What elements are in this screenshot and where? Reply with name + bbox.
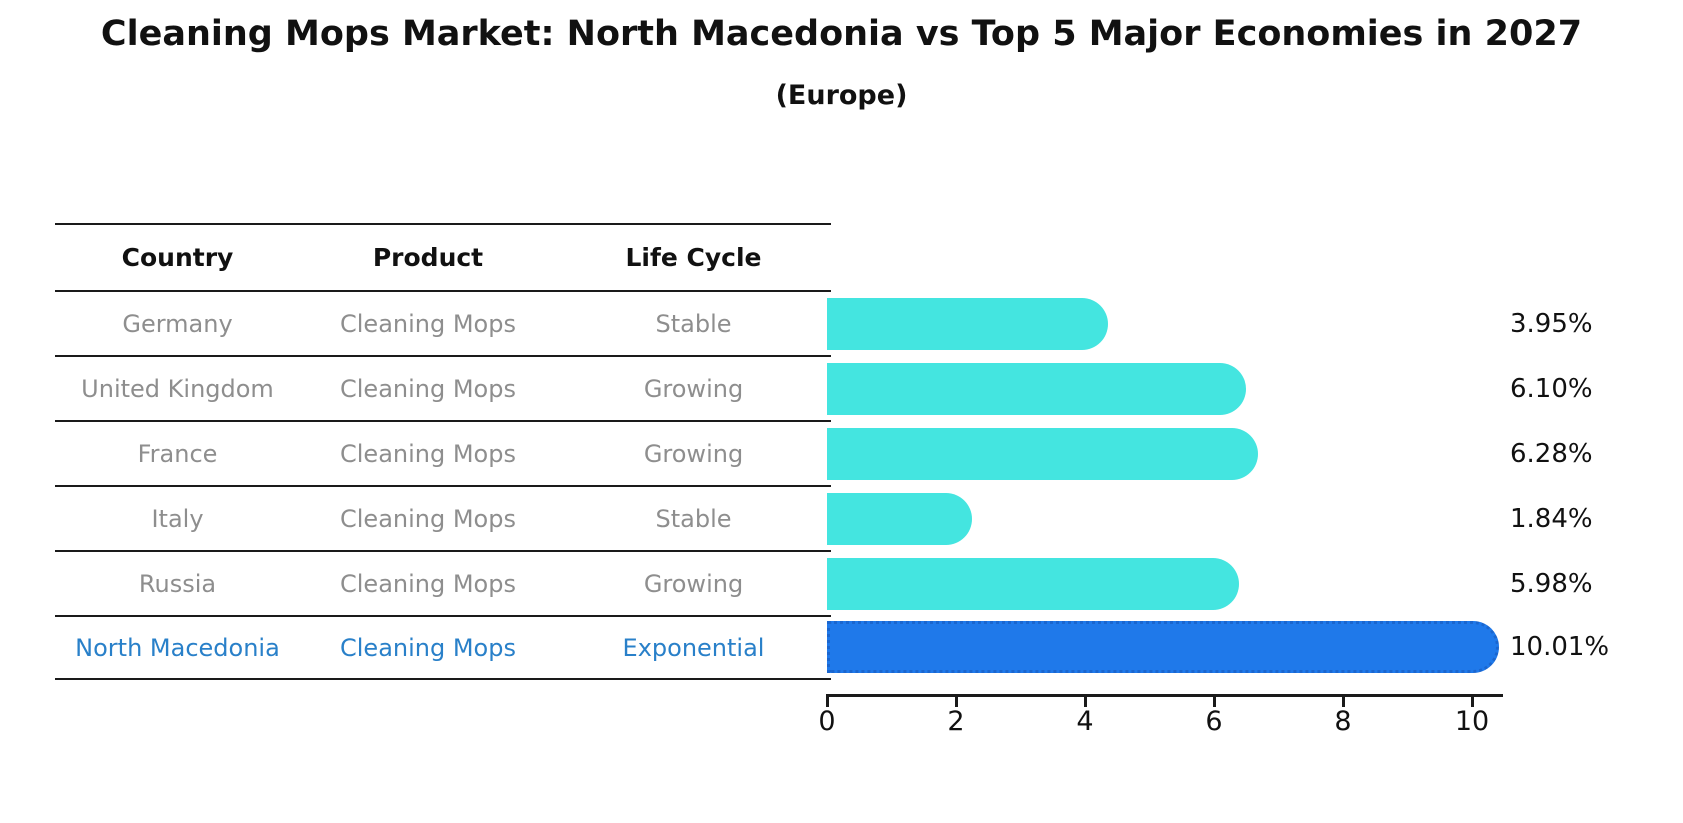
cell-country: France [137,439,218,468]
cell-product: Cleaning Mops [340,569,516,598]
table-row: Germany Cleaning Mops Stable [55,290,831,355]
cell-life-cycle: Growing [643,569,744,598]
table-row-highlighted: North Macedonia Cleaning Mops Exponentia… [55,615,831,680]
x-axis-tick [1213,694,1216,707]
bar-russia [827,558,1239,610]
column-header-product: Product [372,243,484,272]
cell-product: Cleaning Mops [340,633,516,662]
x-axis-tick-label: 8 [1334,706,1352,737]
column-header-country: Country [121,243,234,272]
table-row: Russia Cleaning Mops Growing [55,550,831,615]
value-label: 6.10% [1510,374,1593,404]
bar-north-macedonia [827,621,1499,673]
cell-life-cycle: Stable [655,504,732,533]
x-axis-tick-label: 2 [947,706,965,737]
bar-italy [827,493,972,545]
bar-france [827,428,1259,480]
x-axis-tick-label: 6 [1205,706,1223,737]
table-row: United Kingdom Cleaning Mops Growing [55,355,831,420]
x-axis-tick [826,694,829,707]
x-axis-tick-label: 0 [818,706,836,737]
bar-germany [827,298,1108,350]
cell-country: United Kingdom [81,374,274,403]
cell-product: Cleaning Mops [340,439,516,468]
data-table: Country Product Life Cycle Germany Clean… [55,223,831,680]
bar-united-kingdom [827,363,1247,415]
value-label: 1.84% [1510,504,1593,534]
cell-country: Italy [151,504,204,533]
cell-life-cycle: Stable [655,309,732,338]
chart-title: Cleaning Mops Market: North Macedonia vs… [100,14,1583,54]
cell-product: Cleaning Mops [340,504,516,533]
cell-product: Cleaning Mops [340,309,516,338]
x-axis-tick [1342,694,1345,707]
table-row: Italy Cleaning Mops Stable [55,485,831,550]
column-header-life-cycle: Life Cycle [625,243,762,272]
cell-product: Cleaning Mops [340,374,516,403]
table-row: France Cleaning Mops Growing [55,420,831,485]
x-axis-tick [955,694,958,707]
x-axis-line [827,694,1503,697]
cell-country: North Macedonia [75,633,280,662]
cell-life-cycle: Growing [643,374,744,403]
x-axis-tick-label: 10 [1454,706,1490,737]
table-header-row: Country Product Life Cycle [55,223,831,290]
cell-life-cycle: Growing [643,439,744,468]
value-label: 5.98% [1510,569,1593,599]
x-axis-tick [1084,694,1087,707]
x-axis-tick [1471,694,1474,707]
cell-life-cycle: Exponential [622,633,765,662]
x-axis-tick-label: 4 [1076,706,1094,737]
cell-country: Germany [122,309,233,338]
value-label: 10.01% [1510,632,1610,662]
cell-country: Russia [138,569,217,598]
value-label: 6.28% [1510,439,1593,469]
value-label: 3.95% [1510,309,1593,339]
chart-subtitle: (Europe) [775,80,908,111]
